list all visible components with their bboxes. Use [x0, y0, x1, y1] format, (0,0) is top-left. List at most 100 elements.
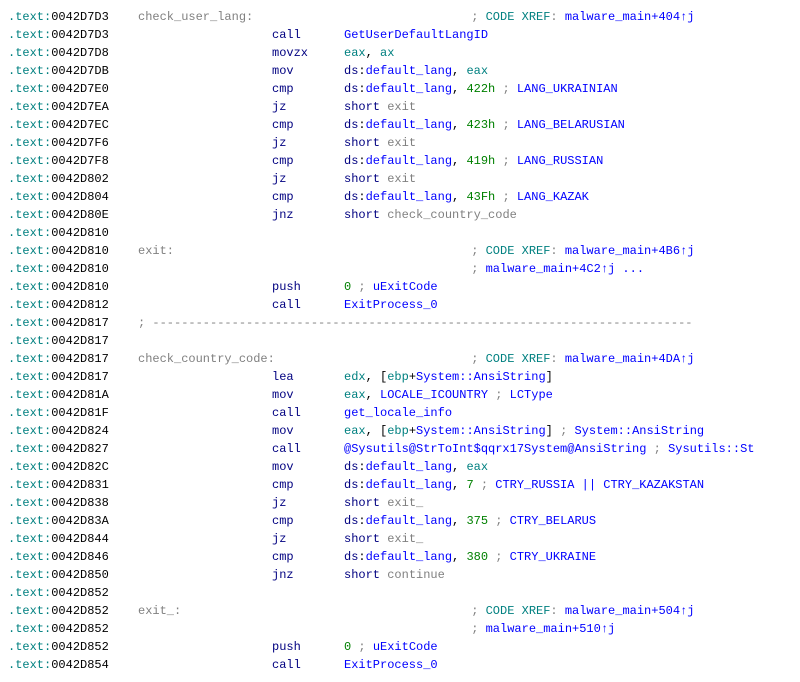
disasm-line: .text:0042D838 jzshort exit_: [8, 494, 792, 512]
code-label: [138, 332, 272, 350]
code-label: [138, 368, 272, 386]
code-label: [138, 584, 272, 602]
address-hex: 0042D854: [51, 658, 109, 672]
address-hex: 0042D7EA: [51, 100, 109, 114]
comment: ; CODE XREF: malware_main+4B6↑j: [471, 244, 694, 258]
operands: short continue: [344, 568, 445, 582]
address-hex: 0042D817: [51, 334, 109, 348]
address-prefix: .text:: [8, 658, 51, 672]
opcode: push: [272, 278, 344, 296]
address-hex: 0042D81F: [51, 406, 109, 420]
operands: 0: [344, 280, 351, 294]
address-prefix: .text:: [8, 622, 51, 636]
opcode: [272, 8, 344, 26]
address-hex: 0042D804: [51, 190, 109, 204]
address-prefix: .text:: [8, 604, 51, 618]
operands: ds:default_lang, 422h: [344, 82, 495, 96]
code-label: [138, 296, 272, 314]
operands: eax, ax: [344, 46, 394, 60]
code-label: [138, 422, 272, 440]
disasm-line: .text:0042D844 jzshort exit_: [8, 530, 792, 548]
operands: short exit: [344, 100, 416, 114]
disasm-line: .text:0042D852 ; malware_main+510↑j: [8, 620, 792, 638]
comment: ; System::AnsiString: [560, 424, 704, 438]
code-label: [138, 620, 272, 638]
opcode: [272, 224, 344, 242]
address-prefix: .text:: [8, 298, 51, 312]
opcode: movzx: [272, 44, 344, 62]
address-hex: 0042D810: [51, 262, 109, 276]
code-label: [138, 458, 272, 476]
opcode: [272, 620, 344, 638]
opcode: call: [272, 26, 344, 44]
opcode: cmp: [272, 188, 344, 206]
code-label: check_country_code:: [138, 350, 272, 368]
disasm-line: .text:0042D80E jnzshort check_country_co…: [8, 206, 792, 224]
code-label: exit_:: [138, 602, 272, 620]
address-hex: 0042D810: [51, 244, 109, 258]
address-prefix: .text:: [8, 460, 51, 474]
code-label: [138, 260, 272, 278]
address-hex: 0042D7E0: [51, 82, 109, 96]
address-prefix: .text:: [8, 316, 51, 330]
address-prefix: .text:: [8, 388, 51, 402]
code-label: [138, 566, 272, 584]
code-label: [138, 188, 272, 206]
comment: ; LANG_KAZAK: [502, 190, 588, 204]
address-prefix: .text:: [8, 478, 51, 492]
comment: ; LANG_BELARUSIAN: [502, 118, 624, 132]
code-label: [138, 80, 272, 98]
disasm-line: .text:0042D7D3 check_user_lang: ; CODE X…: [8, 8, 792, 26]
code-label: [138, 98, 272, 116]
address-prefix: .text:: [8, 46, 51, 60]
disasm-line: .text:0042D81F callget_locale_info: [8, 404, 792, 422]
address-prefix: .text:: [8, 352, 51, 366]
disasm-line: .text:0042D7EC cmpds:default_lang, 423h …: [8, 116, 792, 134]
disasm-line: .text:0042D824 moveax, [ebp+System::Ansi…: [8, 422, 792, 440]
opcode: cmp: [272, 512, 344, 530]
opcode: jz: [272, 494, 344, 512]
address-prefix: .text:: [8, 532, 51, 546]
opcode: [272, 602, 344, 620]
disassembly-listing: .text: 0042D7D3 check_user_lang: ; CODE X…: [8, 8, 792, 674]
address-prefix: .text:: [8, 496, 51, 510]
disasm-line: .text:0042D817: [8, 332, 792, 350]
code-label: [138, 440, 272, 458]
code-label: [138, 548, 272, 566]
code-label: [138, 44, 272, 62]
operands: short exit: [344, 172, 416, 186]
opcode: mov: [272, 386, 344, 404]
address-prefix: .text:: [8, 136, 51, 150]
address-hex: 0042D817: [51, 370, 109, 384]
comment: ; CODE XREF: malware_main+4DA↑j: [471, 352, 694, 366]
opcode: call: [272, 404, 344, 422]
address-hex: 0042D824: [51, 424, 109, 438]
address-hex: 0042D852: [51, 604, 109, 618]
address-hex: 0042D7D3: [51, 10, 109, 24]
code-label: [138, 656, 272, 674]
opcode: call: [272, 296, 344, 314]
opcode: jz: [272, 170, 344, 188]
address-hex: 0042D802: [51, 172, 109, 186]
address-prefix: .text:: [8, 190, 51, 204]
opcode: cmp: [272, 548, 344, 566]
address-prefix: .text:: [8, 568, 51, 582]
code-label: check_user_lang:: [138, 8, 272, 26]
address-hex: 0042D810: [51, 280, 109, 294]
operands: GetUserDefaultLangID: [344, 28, 488, 42]
comment: ; uExitCode: [358, 640, 437, 654]
disasm-line: .text:0042D812 callExitProcess_0: [8, 296, 792, 314]
operands: ds:default_lang, eax: [344, 460, 488, 474]
disasm-line: .text:0042D810 push0 ; uExitCode: [8, 278, 792, 296]
operands: ds:default_lang, 419h: [344, 154, 495, 168]
operands: edx, [ebp+System::AnsiString]: [344, 370, 553, 384]
disasm-line: .text:0042D850 jnzshort continue: [8, 566, 792, 584]
disasm-line: .text:0042D7D3 callGetUserDefaultLangID: [8, 26, 792, 44]
address-prefix: .text:: [8, 334, 51, 348]
comment: ; CODE XREF: malware_main+404↑j: [471, 10, 694, 24]
address-hex: 0042D810: [51, 226, 109, 240]
address-hex: 0042D817: [51, 352, 109, 366]
opcode: call: [272, 656, 344, 674]
disasm-line: .text:0042D810 ; malware_main+4C2↑j ...: [8, 260, 792, 278]
address-prefix: .text:: [8, 244, 51, 258]
